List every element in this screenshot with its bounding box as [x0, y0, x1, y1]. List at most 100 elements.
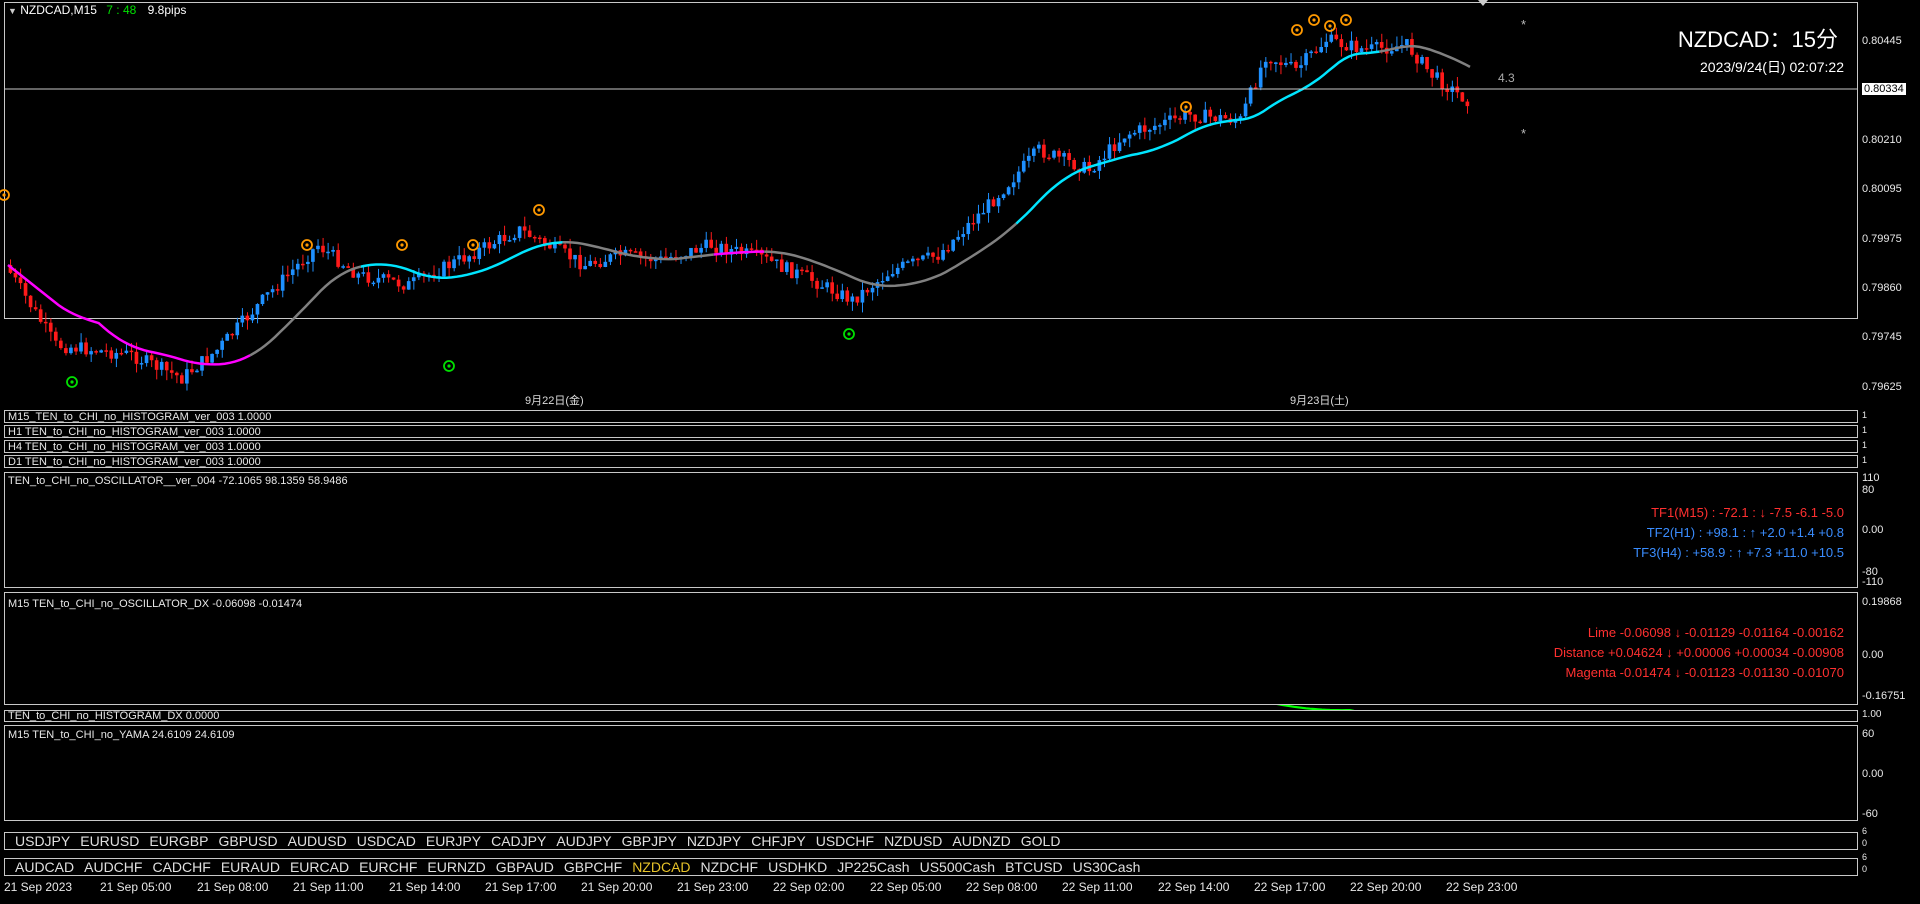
- symbol-button-jp225cash[interactable]: JP225Cash: [837, 859, 910, 875]
- candle-body: [33, 307, 38, 310]
- candle-body: [1147, 129, 1152, 132]
- symbol-button-eurchf[interactable]: EURCHF: [359, 859, 418, 875]
- symbol-button-euraud[interactable]: EURAUD: [220, 859, 280, 875]
- symbol-button-audchf[interactable]: AUDCHF: [84, 859, 143, 875]
- candle-body: [699, 247, 703, 253]
- symbol-button-usdhkd[interactable]: USDHKD: [768, 859, 828, 875]
- symbol-button-audcad[interactable]: AUDCAD: [15, 859, 75, 875]
- signal-dot: [2, 193, 6, 197]
- symbol-button-cadjpy[interactable]: CADJPY: [491, 833, 547, 849]
- symbol-button-eurjpy[interactable]: EURJPY: [425, 833, 482, 849]
- oscillator-pane[interactable]: [4, 472, 1858, 588]
- symbol-button-audusd[interactable]: AUDUSD: [287, 833, 347, 849]
- histogram-h4-pane[interactable]: [4, 440, 1858, 453]
- symbol-button-usdcad[interactable]: USDCAD: [356, 833, 416, 849]
- candle-body: [885, 276, 890, 282]
- candle-body: [739, 246, 744, 255]
- candle-body: [1415, 54, 1419, 64]
- star-marker-top: *: [1521, 17, 1527, 32]
- symbol-button-nzdusd[interactable]: NZDUSD: [884, 833, 943, 849]
- candle-body: [285, 274, 290, 277]
- candle-body: [1273, 62, 1278, 64]
- dx-axis: -0.16751: [1862, 690, 1906, 702]
- price-tick: 0.79745: [1862, 331, 1902, 343]
- candle-body: [99, 350, 103, 353]
- symbol-button-btcusd[interactable]: BTCUSD: [1005, 859, 1063, 875]
- candle-body: [139, 363, 144, 365]
- candle-body: [1405, 39, 1409, 46]
- candle-body: [235, 322, 240, 336]
- symbol-button-eurusd[interactable]: EURUSD: [80, 833, 140, 849]
- chart-shift-icon[interactable]: [1478, 0, 1488, 6]
- symbol-button-eurgbp[interactable]: EURGBP: [149, 833, 209, 849]
- candle-body: [1052, 150, 1056, 158]
- time-tick: 22 Sep 17:00: [1254, 880, 1326, 894]
- symbol-button-nzdjpy[interactable]: NZDJPY: [686, 833, 742, 849]
- candle-body: [976, 213, 981, 224]
- candle-body: [996, 198, 1001, 207]
- candle-body: [598, 263, 603, 267]
- symbol-button-nzdchf[interactable]: NZDCHF: [700, 859, 759, 875]
- signal-dot: [1344, 18, 1348, 22]
- symbol-button-eurnzd[interactable]: EURNZD: [427, 859, 486, 875]
- symbol-button-gbpusd[interactable]: GBPUSD: [218, 833, 278, 849]
- candle-body: [633, 251, 638, 253]
- candle-body: [89, 351, 93, 355]
- time-tick: 22 Sep 23:00: [1446, 880, 1518, 894]
- candle-body: [669, 256, 673, 259]
- candle-body: [568, 248, 572, 260]
- price-axis: [1858, 2, 1920, 322]
- histogram-h1-pane[interactable]: [4, 425, 1858, 438]
- time-tick: 22 Sep 02:00: [773, 880, 845, 894]
- candle-body: [1258, 67, 1263, 88]
- dx-pane[interactable]: [4, 592, 1858, 705]
- chart-menu-icon[interactable]: ▼: [8, 6, 17, 16]
- candle-body: [250, 314, 255, 321]
- symbol-button-gbpaud[interactable]: GBPAUD: [495, 859, 554, 875]
- symbol-button-usdchf[interactable]: USDCHF: [815, 833, 875, 849]
- symbol-button-us30cash[interactable]: US30Cash: [1072, 859, 1141, 875]
- candle-body: [583, 265, 587, 270]
- symbol-bar-2: AUDCAD AUDCHF CADCHF EURAUD EURCAD EURCHF EURN…: [4, 858, 1858, 876]
- ma-line-cyan: [360, 241, 563, 279]
- histogram-dx-pane[interactable]: [4, 710, 1858, 722]
- candle-body: [941, 250, 945, 260]
- symbol-button-usdjpy[interactable]: USDJPY: [15, 833, 71, 849]
- symbol-button-audnzd[interactable]: AUDNZD: [952, 833, 1011, 849]
- candle-body: [275, 289, 280, 291]
- candle-body: [1354, 40, 1359, 53]
- candle-body: [921, 255, 925, 260]
- candle-body: [411, 277, 416, 282]
- candle-body: [805, 270, 809, 273]
- candle-body: [553, 241, 557, 249]
- histogram-dx-label: TEN_to_CHI_no_HISTOGRAM_DX 0.0000: [8, 710, 220, 722]
- symbol-button-gbpjpy[interactable]: GBPJPY: [621, 833, 677, 849]
- candle-body: [230, 333, 235, 336]
- symbol-button-us500cash[interactable]: US500Cash: [919, 859, 996, 875]
- signal-circle: [66, 376, 78, 388]
- candle-body: [1198, 121, 1203, 124]
- symbol-button-nzdcad[interactable]: NZDCAD: [632, 859, 691, 875]
- symbol-button-gbpchf[interactable]: GBPCHF: [563, 859, 623, 875]
- symbol-button-audjpy[interactable]: AUDJPY: [556, 833, 612, 849]
- candle-body: [457, 255, 461, 260]
- time-tick: 21 Sep 05:00: [100, 880, 172, 894]
- candle-body: [971, 222, 976, 225]
- symbol-button-chfjpy[interactable]: CHFJPY: [751, 833, 806, 849]
- date-label: 9月22日(金): [525, 395, 584, 407]
- candle-body: [149, 355, 154, 361]
- histogram-m15-pane[interactable]: [4, 410, 1858, 423]
- candle-body: [401, 286, 406, 290]
- histogram-label: M15_TEN_to_CHI_no_HISTOGRAM_ver_003 1.00…: [8, 411, 272, 423]
- candle-body: [784, 262, 789, 272]
- candle-body: [53, 331, 58, 341]
- symbol-button-cadchf[interactable]: CADCHF: [152, 859, 211, 875]
- candle-body: [361, 272, 366, 274]
- symbol-button-gold[interactable]: GOLD: [1020, 833, 1061, 849]
- candle-body: [1364, 48, 1369, 50]
- price-tick: 0.80445: [1862, 35, 1902, 47]
- yama-pane[interactable]: [4, 725, 1858, 821]
- symbol-button-eurcad[interactable]: EURCAD: [289, 859, 350, 875]
- candle-body: [1193, 114, 1197, 122]
- histogram-d1-pane[interactable]: [4, 455, 1858, 468]
